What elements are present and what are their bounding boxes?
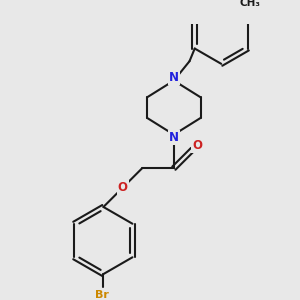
Text: N: N <box>169 131 179 144</box>
Text: Br: Br <box>94 290 109 300</box>
Text: CH₃: CH₃ <box>240 0 261 8</box>
Text: N: N <box>169 71 179 84</box>
Text: O: O <box>192 139 202 152</box>
Text: O: O <box>118 181 128 194</box>
